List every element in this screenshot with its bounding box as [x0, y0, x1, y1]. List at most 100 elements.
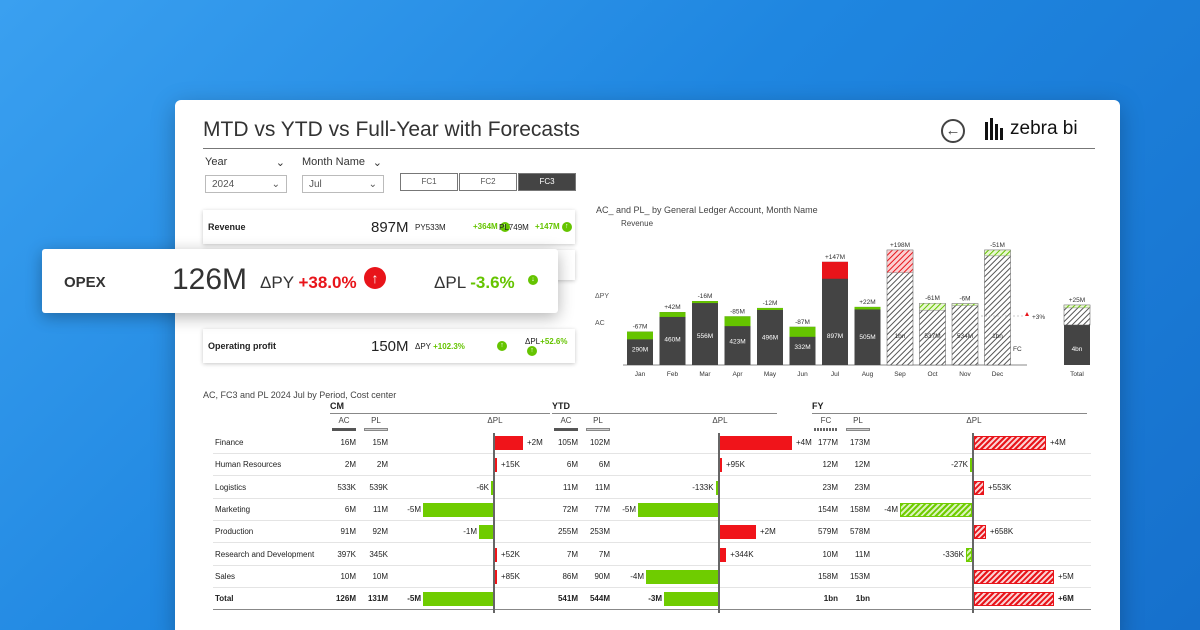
value-label: 332M [794, 344, 810, 351]
value-label: 4bn [1072, 346, 1083, 353]
kpi-operating-profit[interactable]: Operating profit 150M ΔPY +102.3% ↑ ΔPL+… [203, 329, 575, 363]
column-header: ΔPL [712, 416, 728, 425]
table-title: AC, FC3 and PL 2024 Jul by Period, Cost … [203, 390, 397, 400]
variance-label: -6K [476, 482, 489, 492]
fc3-button[interactable]: FC3 [518, 173, 576, 191]
variance-label: +344K [730, 549, 754, 559]
value-cell: 10M [372, 571, 388, 581]
delta-bar-aug [854, 306, 881, 310]
opex-name: OPEX [64, 274, 106, 291]
delta-bar-nov [951, 303, 979, 306]
kpi-pl-delta: +147M ↑ [535, 222, 572, 232]
delta-label: +25M [1069, 297, 1085, 304]
value-label: 496M [762, 334, 778, 341]
column-header: PL [593, 416, 603, 425]
section-header: CM [330, 401, 344, 411]
column-header: PL [371, 416, 381, 425]
kpi-name: Operating profit [208, 341, 276, 351]
value-cell: 91M [340, 527, 356, 537]
tick-label: Mar [699, 371, 711, 378]
value-cell: 255M [557, 527, 578, 537]
row-label: Production [215, 527, 254, 537]
variance-bar [479, 525, 493, 540]
value-cell: 1bn [855, 594, 870, 604]
value-cell: 16M [340, 438, 356, 447]
variance-label: +15K [501, 460, 520, 470]
row-label: Marketing [215, 504, 251, 514]
variance-bar [900, 502, 972, 517]
value-cell: 397K [337, 549, 356, 559]
delta-label: -87M [795, 319, 810, 326]
section-header: YTD [552, 401, 570, 411]
opex-value: 126M [172, 263, 248, 296]
opex-dpy-label: ΔPY [260, 273, 294, 292]
value-label: 897M [827, 333, 843, 340]
variance-label: +95K [726, 460, 745, 470]
arrow-down-icon: ↓ [528, 275, 538, 285]
opex-dpl: ΔPL -3.6% [434, 273, 515, 293]
variance-label: +4M [1050, 438, 1066, 447]
value-cell: 90M [594, 571, 610, 581]
delta-label: -6M [959, 296, 970, 303]
bar-dec [984, 249, 1011, 366]
value-cell: 102M [589, 438, 610, 447]
tick-label: May [764, 371, 777, 378]
value-label: 423M [729, 339, 745, 346]
value-label: 1bn [992, 333, 1003, 340]
month-value: Jul [309, 179, 322, 190]
variance-label: +6M [1058, 594, 1074, 604]
column-marker [332, 428, 356, 431]
py-delta: +364M [473, 222, 498, 232]
tick-label: Feb [667, 371, 679, 378]
section-header: FY [812, 401, 824, 411]
variance-bar [965, 547, 972, 562]
variance-bar [423, 502, 493, 517]
py-value: 533M [425, 222, 446, 232]
value-label: 534M [957, 333, 973, 340]
value-cell: 158M [817, 571, 838, 581]
tick-label: Oct [927, 371, 937, 378]
value-cell: 11M [563, 482, 578, 492]
variance-bar [664, 592, 718, 607]
kpi-opex-popout[interactable]: OPEX 126M ΔPY +38.0% ↑ ΔPL -3.6% ↓ [42, 249, 558, 313]
row-label: AC [595, 320, 605, 327]
variance-label: +52K [501, 549, 520, 559]
delta-label: -85M [730, 308, 745, 315]
month-slicer[interactable]: Month Name ⌄ Jul ⌄ [302, 156, 384, 193]
year-dropdown[interactable]: 2024 ⌄ [205, 175, 287, 193]
back-arrow-icon[interactable]: ← [941, 119, 965, 143]
fc1-button[interactable]: FC1 [400, 173, 458, 191]
revenue-chart: ΔPY AC -67M 290M Jan +42M 460M Feb -16M 556M Mar -8… [595, 242, 1091, 378]
delta-bar-feb [659, 312, 686, 317]
arrow-up-icon: ↑ [497, 341, 507, 351]
tick-label: Apr [732, 371, 743, 378]
variance-bar [638, 502, 718, 517]
variance-label: +2M [760, 527, 776, 537]
value-cell: 154M [817, 504, 838, 514]
delta-label: -67M [633, 324, 648, 331]
fc2-button[interactable]: FC2 [459, 173, 517, 191]
variance-bar [715, 480, 718, 495]
value-cell: 11M [855, 549, 870, 559]
kpi-pl: PL749M [499, 223, 529, 232]
delta-label: +198M [890, 242, 910, 249]
column-header: AC [560, 416, 572, 425]
delta-bar-may [757, 307, 783, 310]
variance-bar [974, 525, 986, 540]
value-cell: 23M [822, 482, 838, 492]
year-slicer[interactable]: Year ⌄ 2024 ⌄ [205, 156, 287, 193]
variance-label: -4M [630, 571, 644, 581]
delta-label: -51M [990, 242, 1005, 249]
row-label: Logistics [215, 482, 247, 492]
value-cell: 578M [849, 527, 870, 537]
tick-label: Nov [959, 371, 971, 378]
tick-label: Aug [862, 371, 874, 378]
tick-label: Dec [992, 371, 1004, 378]
variance-bar [491, 480, 493, 495]
row-divider [213, 564, 1091, 566]
value-cell: 7M [598, 549, 610, 559]
variance-label: +658K [989, 527, 1014, 537]
month-dropdown[interactable]: Jul ⌄ [302, 175, 384, 193]
kpi-revenue[interactable]: Revenue 897M PY533M +364M ↑ PL749M +147M ↑ [203, 210, 575, 244]
fc-label: FC [1013, 346, 1022, 353]
